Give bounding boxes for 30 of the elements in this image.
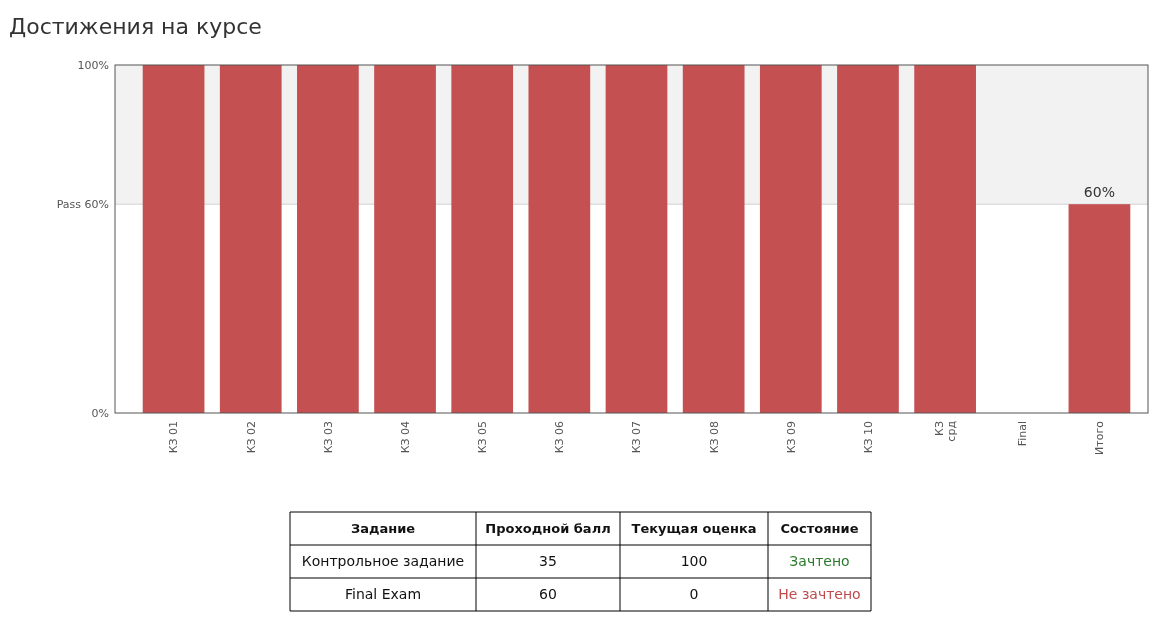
x-tick-label: Итого <box>1093 420 1107 455</box>
x-tick-label: КЗ 06 <box>553 421 567 454</box>
x-tick-label: Final <box>1016 421 1030 447</box>
text: 0 <box>689 586 699 603</box>
y-tick-label: 100% <box>77 58 109 72</box>
y-tick-label: Pass 60% <box>56 198 109 212</box>
text: Состояние <box>780 521 859 537</box>
data-label: 60% <box>1083 184 1115 201</box>
x-tick-label: КЗ 10 <box>861 421 875 454</box>
text: Текущая оценка <box>631 521 757 537</box>
text: Не зачтено <box>778 586 861 603</box>
x-tick-label: КЗ 05 <box>476 421 490 454</box>
text: Final Exam <box>344 586 422 603</box>
text: 100 <box>680 553 708 570</box>
x-tick-label: КЗ 02 <box>244 421 258 454</box>
y-tick-label: 0% <box>91 406 109 420</box>
x-tick-label: КЗ 07 <box>630 421 644 454</box>
text: Задание <box>350 521 416 537</box>
text: Зачтено <box>789 553 850 570</box>
x-tick-label: КЗ 03 <box>321 421 335 454</box>
x-tick-label: КЗ 09 <box>784 421 798 454</box>
x-tick-label: КЗ 01 <box>167 421 181 454</box>
text: Проходной балл <box>485 521 611 537</box>
chart-title: Достижения на курсе <box>9 14 262 39</box>
x-tick-label: КЗ 04 <box>398 421 412 454</box>
x-tick-label: КЗ срд <box>932 420 959 442</box>
text: Контрольное задание <box>301 553 465 570</box>
text: 35 <box>539 553 557 570</box>
x-tick-label: КЗ 08 <box>707 421 721 454</box>
text: 60 <box>539 586 557 603</box>
